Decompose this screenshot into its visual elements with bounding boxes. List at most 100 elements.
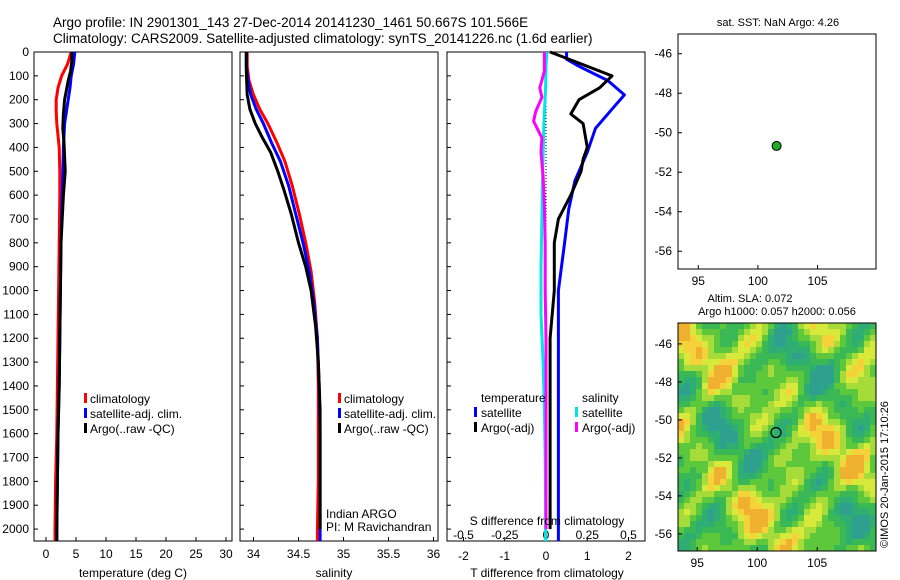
sla-cell [870, 473, 877, 480]
sla-cell [744, 479, 751, 486]
sla-cell [840, 491, 847, 498]
sla-cell [750, 407, 757, 414]
sla-cell [840, 413, 847, 420]
sla-cell [804, 437, 811, 444]
sla-cell [678, 491, 685, 498]
sla-cell [708, 485, 715, 492]
sla-cell [870, 521, 877, 528]
sla-cell [846, 533, 853, 540]
sla-cell [870, 485, 877, 492]
sla-cell [678, 515, 685, 522]
sla-cell [744, 485, 751, 492]
sla-cell [732, 539, 739, 546]
sla-cell [852, 521, 859, 528]
sla-cell [774, 467, 781, 474]
sla-cell [852, 479, 859, 486]
sla-cell [762, 323, 769, 330]
sla-cell [834, 473, 841, 480]
sla-cell [774, 383, 781, 390]
sla-cell [684, 347, 691, 354]
sla-cell [744, 521, 751, 528]
sla-cell [792, 401, 799, 408]
sla-cell [756, 413, 763, 420]
sla-cell [822, 347, 829, 354]
sla-cell [750, 485, 757, 492]
sla-cell [798, 533, 805, 540]
sla-cell [792, 485, 799, 492]
sla-cell [864, 443, 871, 450]
sla-map-axes: -46 -48 -50 -52 -54 -56 95 100 105 [655, 337, 828, 570]
sla-cell [768, 485, 775, 492]
sla-cell [690, 533, 697, 540]
sla-cell [732, 329, 739, 336]
sla-cell [846, 425, 853, 432]
sla-cell [702, 329, 709, 336]
sla-cell [786, 521, 793, 528]
sla-cell [804, 407, 811, 414]
sla-cell [846, 323, 853, 330]
sla-cell [726, 443, 733, 450]
sla-cell [786, 335, 793, 342]
sla-cell [846, 359, 853, 366]
sla-cell [702, 323, 709, 330]
sla-cell [762, 509, 769, 516]
sla-cell [690, 359, 697, 366]
sla-cell [822, 389, 829, 396]
sla-cell [840, 395, 847, 402]
legend-swatch-sal-satellite [575, 407, 578, 417]
sla-cell [756, 473, 763, 480]
sla-cell [756, 347, 763, 354]
sla-cell [702, 395, 709, 402]
depth-tick-label: 1500 [2, 403, 29, 417]
sla-cell [774, 389, 781, 396]
sla-cell [828, 431, 835, 438]
sla-cell [750, 389, 757, 396]
sla-cell [726, 437, 733, 444]
sla-cell [804, 443, 811, 450]
sla-cell [798, 425, 805, 432]
sla-cell [870, 449, 877, 456]
sla-cell [840, 449, 847, 456]
sla-cell [702, 443, 709, 450]
sla-cell [678, 533, 685, 540]
sla-cell [780, 347, 787, 354]
sla-cell [720, 341, 727, 348]
sla-cell [834, 437, 841, 444]
sla-cell [840, 461, 847, 468]
sla-cell [816, 449, 823, 456]
sla-cell [834, 527, 841, 534]
sla-cell [798, 437, 805, 444]
sla-cell [840, 437, 847, 444]
sla-cell [852, 527, 859, 534]
sla-cell [714, 473, 721, 480]
sla-cell [768, 347, 775, 354]
sla-cell [828, 371, 835, 378]
sla-cell [768, 359, 775, 366]
sla-cell [864, 479, 871, 486]
sla-cell [852, 371, 859, 378]
sla-cell [810, 431, 817, 438]
sla-cell [696, 443, 703, 450]
sla-cell [816, 527, 823, 534]
sla-cell [774, 449, 781, 456]
sla-cell [792, 395, 799, 402]
depth-tick-label: 1400 [2, 379, 29, 393]
sla-cell [732, 521, 739, 528]
sla-cell [690, 395, 697, 402]
sla-cell [798, 467, 805, 474]
sla-cell [762, 443, 769, 450]
sla-cell [726, 341, 733, 348]
sla-cell [816, 419, 823, 426]
sla-cell [804, 467, 811, 474]
sla-cell [870, 395, 877, 402]
sla-cell [786, 467, 793, 474]
sla-cell [684, 527, 691, 534]
sla-cell [828, 455, 835, 462]
sla-cell [792, 503, 799, 510]
sla-cell [840, 527, 847, 534]
sla-cell [678, 473, 685, 480]
sla-cell [702, 533, 709, 540]
sla-cell [720, 359, 727, 366]
sla-cell [678, 527, 685, 534]
sla-cell [684, 365, 691, 372]
